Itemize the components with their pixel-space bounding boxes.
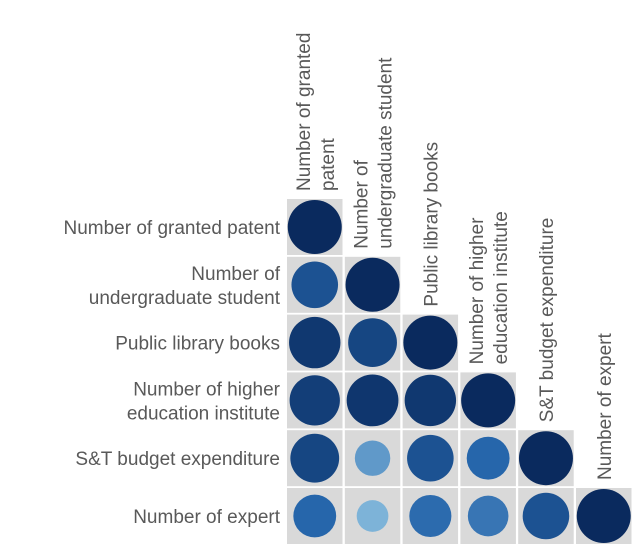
column-label-public-library-books: Public library books [421, 142, 442, 307]
correlation-circle-r4-c2 [346, 374, 399, 427]
column-labels: Number of granted patent Number of undergra… [294, 33, 616, 480]
correlation-circle-r6-c3 [409, 494, 452, 538]
column-label-number-of-undergraduate-student: Number of undergraduate student [352, 57, 397, 249]
correlation-circle-r4-c1 [289, 375, 340, 426]
correlation-circle-r3-c3 [403, 315, 458, 370]
row-label-number-of-higher-education-institute: Number of higher education institute [127, 379, 281, 424]
row-label-public-library-books: Public library books [115, 334, 280, 355]
row-labels: Number of granted patent Number of undergr… [63, 218, 280, 528]
svg-text:S&T budget expenditure: S&T budget expenditure [537, 218, 558, 423]
svg-text:Public library books: Public library books [421, 142, 442, 307]
correlation-circle-r3-c1 [289, 316, 341, 369]
correlation-circle-r6-c4 [467, 495, 509, 537]
correlation-circle-r5-c3 [407, 434, 454, 482]
column-label-number-of-granted-patent: Number of granted patent [294, 33, 339, 191]
column-label-number-of-higher-education-institute: Number of higher education institute [467, 211, 512, 364]
correlation-circle-r5-c5 [518, 431, 573, 486]
svg-text:Number of expert: Number of expert [595, 332, 616, 480]
correlation-circle-r5-c1 [290, 433, 340, 483]
correlation-circle-r3-c2 [348, 318, 397, 367]
correlation-circle-r4-c3 [404, 374, 457, 427]
correlation-circle-r1-c1 [287, 200, 342, 254]
correlation-circle-r2-c2 [345, 257, 400, 312]
row-label-number-of-expert: Number of expert [133, 507, 281, 528]
row-label-sandt-budget-expenditure: S&T budget expenditure [75, 449, 280, 470]
correlation-circle-r2-c1 [291, 261, 339, 309]
row-label-number-of-undergraduate-student: Number of undergraduate student [89, 264, 281, 309]
row-label-number-of-granted-patent: Number of granted patent [63, 218, 280, 239]
matrix-cells [287, 199, 632, 544]
correlation-circle-r4-c4 [461, 373, 516, 428]
correlation-circle-r6-c5 [522, 492, 570, 540]
column-label-sandt-budget-expenditure: S&T budget expenditure [537, 218, 558, 423]
correlation-circle-r6-c2 [356, 500, 389, 532]
column-label-number-of-expert: Number of expert [595, 332, 616, 480]
correlation-circle-r6-c1 [293, 494, 337, 538]
correlation-circle-r5-c4 [466, 436, 510, 480]
correlation-circle-r6-c6 [576, 489, 631, 543]
correlation-circle-r5-c2 [354, 440, 391, 476]
